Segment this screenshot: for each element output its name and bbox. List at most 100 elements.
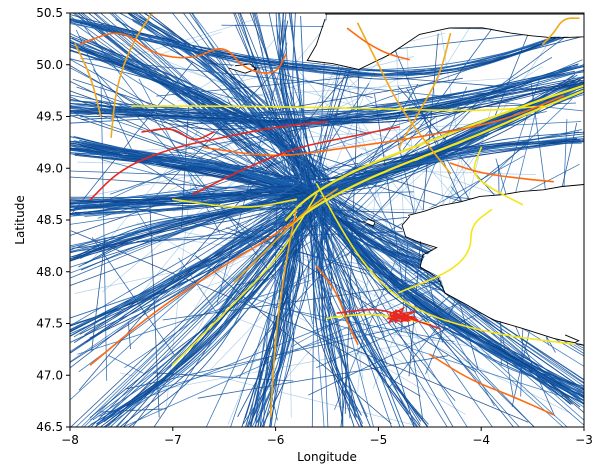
anomaly-track-23 [315, 265, 359, 345]
anomaly-track-5 [315, 183, 575, 345]
shipping-lane-track [70, 208, 300, 319]
shipping-lane-track [70, 199, 320, 331]
light-traffic-track [227, 56, 415, 104]
light-traffic-track [199, 371, 413, 426]
shipping-lane-track [300, 15, 313, 186]
shipping-lane-track [115, 19, 322, 179]
light-traffic-track [357, 167, 378, 392]
anomaly-track-18 [79, 32, 287, 74]
dense-traffic-lanes [70, 13, 584, 427]
anomaly-track-25 [141, 127, 215, 141]
shipping-lane-track [327, 191, 419, 427]
vessel-track [99, 141, 235, 205]
scilly-coastline [228, 63, 258, 74]
y-tick-label: 47.0 [36, 368, 63, 382]
shipping-lane-track [72, 18, 581, 76]
x-tick-label: −6 [267, 433, 285, 447]
shipping-lane-track [70, 192, 300, 262]
shipping-lane-track [279, 13, 312, 184]
vessel-track [70, 187, 307, 327]
shipping-lane-track [305, 140, 584, 194]
vessel-track [250, 297, 564, 397]
x-tick-label: −3 [575, 433, 593, 447]
scilly-land [229, 64, 255, 73]
x-tick-label: −7 [164, 433, 182, 447]
shipping-lane-track [104, 209, 317, 427]
shipping-lane-track [129, 13, 330, 173]
anomaly-track-10 [110, 13, 153, 138]
y-tick-label: 49.5 [36, 110, 63, 124]
ushant-coastline [363, 218, 376, 227]
light-traffic-track [82, 118, 538, 156]
shipping-lane-track [311, 201, 428, 427]
vessel-track [213, 192, 296, 320]
vessel-track [208, 62, 545, 91]
light-traffic-track [406, 46, 416, 225]
coastlines [228, 13, 584, 346]
vessel-track [100, 85, 108, 381]
vessel-track [78, 111, 429, 373]
vessel-track [178, 257, 221, 319]
anomaly-track-20 [449, 162, 554, 183]
belle-ile-coastline [557, 334, 580, 344]
anomaly-track-19 [202, 95, 565, 157]
shipping-lane-track [321, 207, 429, 425]
anomaly-track-8 [473, 146, 524, 206]
light-traffic-track [158, 31, 222, 56]
vessel-track [191, 13, 316, 180]
shipping-lane-track [70, 200, 314, 327]
y-tick-label: 50.5 [36, 6, 63, 20]
y-axis-label: Latitude [13, 195, 27, 244]
shipping-lane-track [70, 203, 322, 326]
shipping-lane-track [70, 201, 306, 343]
vessel-track [83, 25, 318, 335]
anomaly-cluster [385, 306, 419, 325]
anomaly-track-4 [172, 193, 318, 366]
shipping-lane-track [292, 13, 332, 171]
shipping-lane-track [281, 13, 308, 189]
anomaly-track-3 [130, 105, 544, 112]
shipping-lane-track [70, 45, 315, 189]
shipping-lane-track [321, 211, 358, 418]
y-tick-label: 47.5 [36, 317, 63, 331]
cornwall-coastline [306, 13, 584, 70]
shipping-lane-track [73, 203, 312, 338]
anomaly-track-21 [346, 27, 410, 61]
shipping-lane-track [119, 215, 316, 427]
y-tick-label: 48.0 [36, 265, 63, 279]
shipping-lane-track [308, 207, 364, 427]
shipping-lane-track [73, 206, 312, 259]
shipping-lane-track [310, 198, 429, 427]
shipping-lane-track [289, 13, 302, 180]
vessel-track [425, 286, 462, 375]
shipping-lane-track [70, 18, 584, 71]
y-tick-label: 50.0 [36, 58, 63, 72]
anomaly-track-15 [542, 17, 580, 45]
vessel-track [149, 200, 160, 418]
vessel-track [90, 200, 318, 427]
y-tick-label: 48.5 [36, 213, 63, 227]
vessel-track [271, 306, 455, 342]
shipping-lane-track [103, 200, 314, 427]
vessel-track [153, 372, 294, 382]
vessel-track [128, 322, 131, 350]
shipping-lane-track [92, 215, 315, 421]
shipping-lane-track [126, 13, 330, 180]
vessel-track [91, 237, 175, 355]
shipping-lane-track [70, 201, 305, 331]
y-tick-label: 46.5 [36, 420, 63, 434]
anomaly-track-13 [357, 22, 452, 175]
vessel-track [70, 230, 529, 423]
vessel-track [82, 13, 312, 195]
x-tick-label: −5 [370, 433, 388, 447]
shipping-lane-track [108, 204, 304, 427]
x-tick-label: −8 [61, 433, 79, 447]
shipping-lane-track [70, 193, 322, 262]
shipping-lane-track [134, 13, 325, 179]
shipping-lane-track [312, 208, 421, 425]
shipping-lane-track [314, 207, 401, 427]
vessel-track [70, 194, 320, 286]
vessel-track [309, 26, 579, 229]
shipping-lane-track [144, 19, 312, 181]
vessel-track [108, 355, 144, 374]
